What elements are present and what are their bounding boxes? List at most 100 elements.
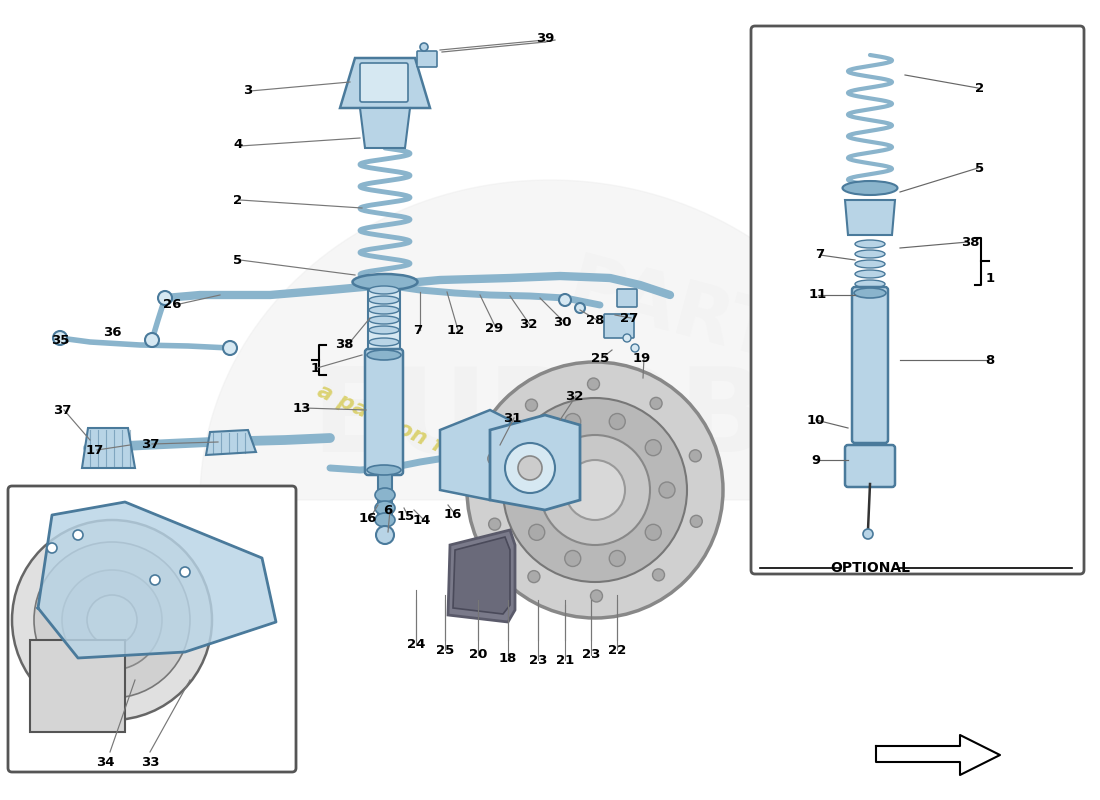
Circle shape bbox=[468, 362, 723, 618]
Polygon shape bbox=[448, 530, 515, 622]
Ellipse shape bbox=[855, 240, 886, 248]
Circle shape bbox=[145, 333, 160, 347]
Ellipse shape bbox=[843, 181, 898, 195]
Circle shape bbox=[180, 567, 190, 577]
Text: 6: 6 bbox=[384, 503, 393, 517]
Circle shape bbox=[487, 453, 499, 465]
Circle shape bbox=[659, 482, 675, 498]
FancyBboxPatch shape bbox=[751, 26, 1084, 574]
Ellipse shape bbox=[855, 270, 886, 278]
Text: 38: 38 bbox=[960, 235, 979, 249]
Polygon shape bbox=[39, 502, 276, 658]
Text: 16: 16 bbox=[359, 511, 377, 525]
FancyBboxPatch shape bbox=[852, 287, 888, 443]
Text: 20: 20 bbox=[469, 649, 487, 662]
Ellipse shape bbox=[855, 280, 886, 288]
FancyBboxPatch shape bbox=[8, 486, 296, 772]
Text: EUROB: EUROB bbox=[311, 362, 769, 478]
Circle shape bbox=[609, 414, 625, 430]
Text: 26: 26 bbox=[163, 298, 182, 311]
Text: 23: 23 bbox=[529, 654, 547, 666]
Polygon shape bbox=[206, 430, 256, 455]
Ellipse shape bbox=[368, 326, 399, 334]
Circle shape bbox=[376, 526, 394, 544]
Ellipse shape bbox=[368, 338, 399, 346]
Ellipse shape bbox=[368, 286, 399, 294]
Text: 19: 19 bbox=[632, 351, 651, 365]
Text: 10: 10 bbox=[806, 414, 825, 426]
Circle shape bbox=[564, 550, 581, 566]
Circle shape bbox=[623, 334, 631, 342]
Ellipse shape bbox=[855, 250, 886, 258]
Text: 33: 33 bbox=[141, 755, 160, 769]
Circle shape bbox=[646, 440, 661, 456]
Text: 8: 8 bbox=[986, 354, 994, 366]
Text: 30: 30 bbox=[552, 315, 571, 329]
Polygon shape bbox=[453, 537, 510, 614]
Circle shape bbox=[47, 543, 57, 553]
Text: a passion for parts since 1985: a passion for parts since 1985 bbox=[315, 381, 666, 559]
Polygon shape bbox=[360, 108, 410, 148]
Text: 15: 15 bbox=[397, 510, 415, 522]
Circle shape bbox=[34, 542, 190, 698]
Text: 22: 22 bbox=[608, 643, 626, 657]
Polygon shape bbox=[200, 180, 900, 500]
Text: 1: 1 bbox=[310, 362, 320, 374]
Circle shape bbox=[518, 456, 542, 480]
Circle shape bbox=[420, 43, 428, 51]
Ellipse shape bbox=[368, 306, 399, 314]
Circle shape bbox=[587, 378, 600, 390]
Circle shape bbox=[158, 291, 172, 305]
FancyBboxPatch shape bbox=[360, 63, 408, 102]
Text: 37: 37 bbox=[53, 403, 72, 417]
Ellipse shape bbox=[368, 316, 399, 324]
Circle shape bbox=[540, 435, 650, 545]
Circle shape bbox=[223, 341, 236, 355]
Text: 31: 31 bbox=[503, 411, 521, 425]
Ellipse shape bbox=[367, 350, 402, 360]
Text: OPTIONAL: OPTIONAL bbox=[830, 561, 910, 575]
Text: 36: 36 bbox=[102, 326, 121, 338]
Text: 24: 24 bbox=[407, 638, 426, 651]
Text: 5: 5 bbox=[233, 254, 243, 266]
Text: 25: 25 bbox=[591, 351, 609, 365]
Text: 2: 2 bbox=[233, 194, 243, 206]
Circle shape bbox=[609, 550, 625, 566]
Text: 35: 35 bbox=[51, 334, 69, 346]
Text: 17: 17 bbox=[86, 443, 104, 457]
Polygon shape bbox=[490, 415, 580, 510]
Text: 16: 16 bbox=[443, 507, 462, 521]
Polygon shape bbox=[845, 200, 895, 235]
Circle shape bbox=[564, 414, 581, 430]
Polygon shape bbox=[876, 735, 1000, 775]
Circle shape bbox=[652, 569, 664, 581]
Text: 1: 1 bbox=[986, 271, 994, 285]
Text: 2: 2 bbox=[976, 82, 984, 94]
Ellipse shape bbox=[368, 296, 399, 304]
Text: 25: 25 bbox=[436, 643, 454, 657]
FancyBboxPatch shape bbox=[365, 349, 403, 475]
Text: 34: 34 bbox=[96, 755, 114, 769]
Polygon shape bbox=[340, 58, 430, 108]
Circle shape bbox=[559, 294, 571, 306]
Text: 37: 37 bbox=[141, 438, 160, 450]
Text: 3: 3 bbox=[243, 83, 253, 97]
Text: 7: 7 bbox=[815, 249, 825, 262]
Circle shape bbox=[87, 595, 138, 645]
Text: 32: 32 bbox=[519, 318, 537, 331]
Bar bbox=[30, 640, 125, 732]
Ellipse shape bbox=[367, 465, 402, 475]
Text: PARTS: PARTS bbox=[560, 250, 840, 390]
Circle shape bbox=[528, 570, 540, 582]
Circle shape bbox=[650, 398, 662, 410]
Circle shape bbox=[529, 524, 544, 540]
Ellipse shape bbox=[375, 501, 395, 515]
Text: 32: 32 bbox=[564, 390, 583, 402]
Circle shape bbox=[53, 331, 67, 345]
Circle shape bbox=[73, 530, 82, 540]
FancyBboxPatch shape bbox=[845, 445, 895, 487]
Circle shape bbox=[690, 450, 702, 462]
Circle shape bbox=[565, 460, 625, 520]
FancyBboxPatch shape bbox=[604, 314, 634, 338]
Text: 9: 9 bbox=[812, 454, 821, 466]
